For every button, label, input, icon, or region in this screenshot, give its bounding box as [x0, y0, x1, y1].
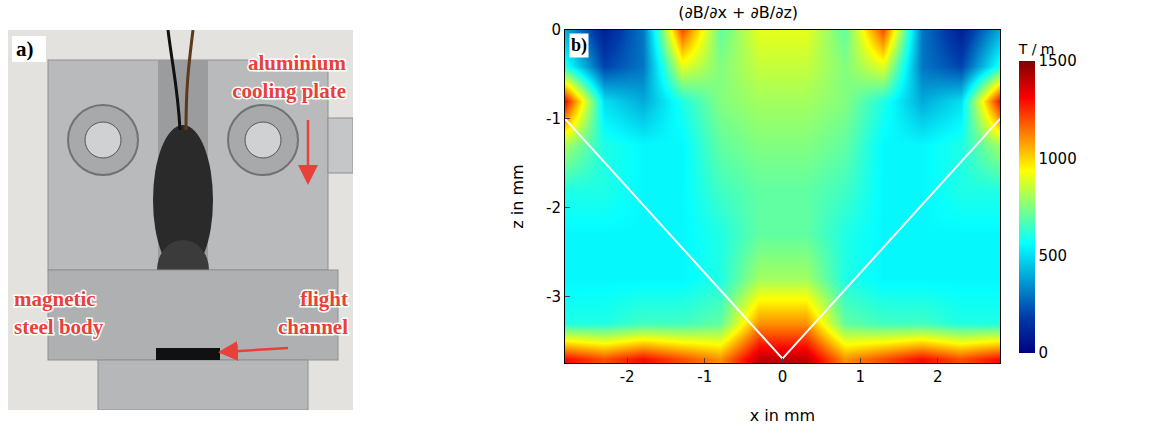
svg-text:0: 0	[1039, 344, 1049, 362]
svg-text:1500: 1500	[1039, 52, 1077, 70]
svg-text:0: 0	[551, 21, 561, 39]
svg-text:1: 1	[855, 368, 865, 386]
svg-text:aluminium: aluminium	[248, 51, 347, 75]
svg-text:b): b)	[571, 35, 587, 56]
svg-text:z in mm: z in mm	[508, 164, 527, 228]
svg-text:a): a)	[16, 37, 34, 61]
svg-text:-1: -1	[546, 110, 561, 128]
svg-text:cooling plate: cooling plate	[232, 79, 346, 103]
svg-text:magnetic: magnetic	[14, 287, 96, 311]
svg-text:x in mm: x in mm	[750, 406, 815, 425]
svg-text:2: 2	[933, 368, 943, 386]
svg-text:0: 0	[778, 368, 788, 386]
svg-text:T / m: T / m	[1018, 41, 1055, 57]
svg-text:-2: -2	[620, 368, 635, 386]
svg-text:(∂B/∂x + ∂B/∂z): (∂B/∂x + ∂B/∂z)	[678, 3, 798, 22]
svg-text:channel: channel	[278, 315, 348, 339]
svg-text:1000: 1000	[1039, 150, 1077, 168]
svg-text:-1: -1	[697, 368, 712, 386]
svg-text:500: 500	[1039, 247, 1068, 265]
svg-text:steel body: steel body	[14, 315, 104, 339]
svg-text:-2: -2	[546, 199, 561, 217]
svg-text:flight: flight	[300, 287, 348, 311]
svg-text:-3: -3	[546, 288, 561, 306]
